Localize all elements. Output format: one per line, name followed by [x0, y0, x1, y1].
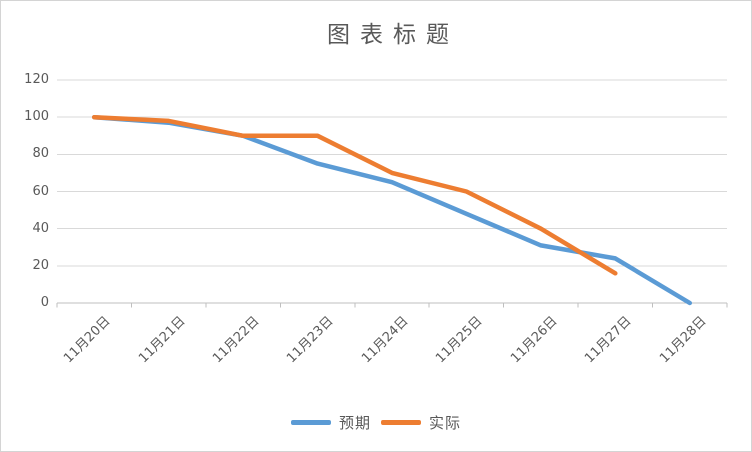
legend-label: 实际: [429, 414, 462, 432]
y-axis-tick-label: 40: [32, 220, 49, 236]
series-line-实际: [91, 114, 618, 276]
y-axis-tick-label: 20: [32, 257, 49, 273]
y-axis-tick-label: 120: [24, 72, 49, 87]
legend-item-expected: 预期: [290, 412, 371, 433]
legend-label: 预期: [338, 414, 371, 432]
legend-item-actual: 实际: [381, 412, 461, 433]
legend: 预期 实际: [1, 412, 751, 433]
chart-title: 图表标题: [327, 22, 459, 48]
y-axis-tick-label: 100: [24, 109, 49, 125]
y-axis-tick-label: 0: [40, 295, 49, 310]
y-axis-tick-label: 60: [32, 183, 49, 199]
y-axis-tick-label: 80: [32, 146, 49, 162]
legend-swatch: [290, 420, 331, 425]
legend-swatch: [381, 420, 421, 425]
series-line-预期: [91, 114, 693, 306]
